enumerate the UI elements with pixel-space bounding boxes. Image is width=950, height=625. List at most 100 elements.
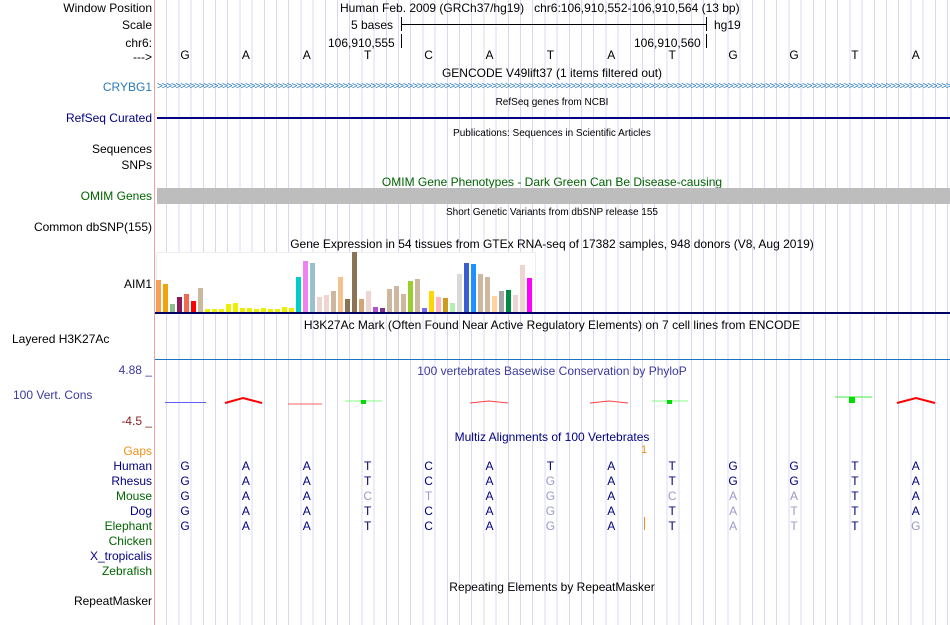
gtex-bar[interactable] [226, 304, 231, 312]
species-label[interactable]: Elephant [104, 519, 152, 533]
gtex-bar[interactable] [275, 309, 280, 312]
gtex-bar[interactable] [289, 308, 294, 312]
rmsk-label[interactable]: RepeatMasker [73, 594, 152, 608]
gtex-bar[interactable] [177, 297, 182, 312]
gtex-bar[interactable] [338, 277, 343, 312]
refseq-label[interactable]: RefSeq Curated [65, 111, 152, 125]
omim-gene-bar[interactable] [157, 188, 950, 204]
gtex-bar[interactable] [240, 308, 245, 312]
aligned-base: A [911, 459, 920, 473]
aligned-base: T [668, 459, 676, 473]
gtex-bar[interactable] [170, 304, 175, 312]
aligned-base: G [180, 504, 190, 518]
phylop-title[interactable]: 100 vertebrates Basewise Conservation by… [417, 364, 687, 378]
pubs-sequences-label[interactable]: Sequences [91, 142, 152, 156]
gtex-title[interactable]: Gene Expression in 54 tissues from GTEx … [290, 237, 814, 251]
gtex-bar[interactable] [401, 294, 406, 312]
gtex-bar[interactable] [156, 280, 161, 312]
rmsk-title[interactable]: Repeating Elements by RepeatMasker [449, 580, 655, 594]
gtex-bar[interactable] [471, 264, 476, 312]
gtex-bar[interactable] [443, 298, 448, 312]
pubs-title[interactable]: Publications: Sequences in Scientific Ar… [453, 128, 651, 139]
gtex-bar[interactable] [513, 295, 518, 312]
gtex-bar[interactable] [415, 279, 420, 312]
gtex-bar[interactable] [436, 297, 441, 312]
gtex-bar[interactable] [478, 274, 483, 312]
pubs-snps-label[interactable]: SNPs [121, 158, 152, 172]
window-position-label: Window Position [63, 1, 152, 15]
gtex-bar[interactable] [261, 308, 266, 312]
gtex-bar[interactable] [352, 252, 357, 312]
phylop-label[interactable]: 100 Vert. Cons [13, 388, 93, 402]
gtex-label[interactable]: AIM1 [123, 277, 152, 291]
gtex-bar[interactable] [422, 308, 427, 312]
gtex-bar[interactable] [163, 283, 168, 312]
gtex-bar[interactable] [345, 299, 350, 312]
gtex-bar[interactable] [485, 277, 490, 312]
gtex-bar[interactable] [373, 307, 378, 312]
gtex-bar[interactable] [380, 308, 385, 312]
gtex-bar[interactable] [492, 296, 497, 312]
phylop-mark [589, 400, 629, 404]
gtex-bar[interactable] [394, 286, 399, 312]
gtex-bar[interactable] [324, 295, 329, 312]
h3k27ac-label[interactable]: Layered H3K27Ac [12, 332, 110, 346]
gtex-bar[interactable] [527, 278, 532, 312]
gencode-gene-label[interactable]: CRYBG1 [102, 80, 152, 94]
gtex-bar[interactable] [457, 274, 462, 312]
dbsnp-title[interactable]: Short Genetic Variants from dbSNP releas… [446, 207, 658, 218]
aligned-base: C [424, 459, 433, 473]
refseq-gene-line[interactable] [157, 117, 950, 119]
species-label[interactable]: Chicken [108, 534, 152, 548]
species-label[interactable]: Mouse [115, 489, 152, 503]
gtex-bar[interactable] [198, 288, 203, 312]
aligned-base: A [302, 459, 311, 473]
base-letter: A [302, 48, 311, 62]
gtex-bar[interactable] [387, 289, 392, 312]
gtex-bar[interactable] [254, 309, 259, 312]
gtex-bar[interactable] [212, 309, 217, 312]
omim-title[interactable]: OMIM Gene Phenotypes - Dark Green Can Be… [381, 175, 723, 189]
base-letter: C [424, 48, 433, 62]
gtex-bar[interactable] [247, 308, 252, 312]
gtex-bar[interactable] [205, 309, 210, 312]
gtex-bar[interactable] [366, 291, 371, 312]
species-label[interactable]: Dog [129, 504, 152, 518]
omim-label[interactable]: OMIM Genes [80, 189, 152, 203]
h3k27ac-title[interactable]: H3K27Ac Mark (Often Found Near Active Re… [303, 318, 801, 332]
gtex-bar[interactable] [303, 261, 308, 312]
gtex-bar[interactable] [317, 297, 322, 312]
gtex-bar[interactable] [506, 290, 511, 312]
aligned-base: A [302, 474, 311, 488]
gtex-bar[interactable] [268, 309, 273, 312]
species-label[interactable]: Human [113, 459, 152, 473]
gtex-bar[interactable] [408, 281, 413, 312]
gene-strand-arrows[interactable]: >>>>>>>>>>>>>>>>>>>>>>>>>>>>>>>>>>>>>>>>… [157, 81, 950, 92]
gtex-bar[interactable] [450, 303, 455, 312]
gtex-bar[interactable] [184, 294, 189, 312]
gtex-bar[interactable] [359, 299, 364, 312]
dbsnp-label[interactable]: Common dbSNP(155) [33, 220, 152, 234]
gtex-bar[interactable] [282, 307, 287, 312]
aligned-base: T [668, 474, 676, 488]
gtex-bar[interactable] [296, 277, 301, 312]
gtex-bar[interactable] [233, 303, 238, 312]
multiz-title[interactable]: Multiz Alignments of 100 Vertebrates [454, 430, 650, 444]
aligned-base: G [180, 459, 190, 473]
gtex-bar[interactable] [520, 265, 525, 312]
species-label[interactable]: X_tropicalis [89, 549, 152, 563]
gaps-label[interactable]: Gaps [123, 444, 152, 458]
gtex-bar[interactable] [331, 291, 336, 312]
gencode-title[interactable]: GENCODE V49lift37 (1 items filtered out) [441, 66, 663, 80]
gtex-bar[interactable] [219, 309, 224, 312]
phylop-mark [896, 396, 936, 404]
species-label[interactable]: Rhesus [111, 474, 152, 488]
gtex-bar[interactable] [191, 301, 196, 312]
species-label[interactable]: Zebrafish [101, 564, 152, 578]
gtex-bar[interactable] [464, 263, 469, 312]
aligned-base: A [241, 474, 250, 488]
gtex-bar[interactable] [499, 291, 504, 312]
refseq-title[interactable]: RefSeq genes from NCBI [495, 97, 609, 108]
gtex-bar[interactable] [310, 263, 315, 312]
gtex-bar[interactable] [429, 291, 434, 312]
